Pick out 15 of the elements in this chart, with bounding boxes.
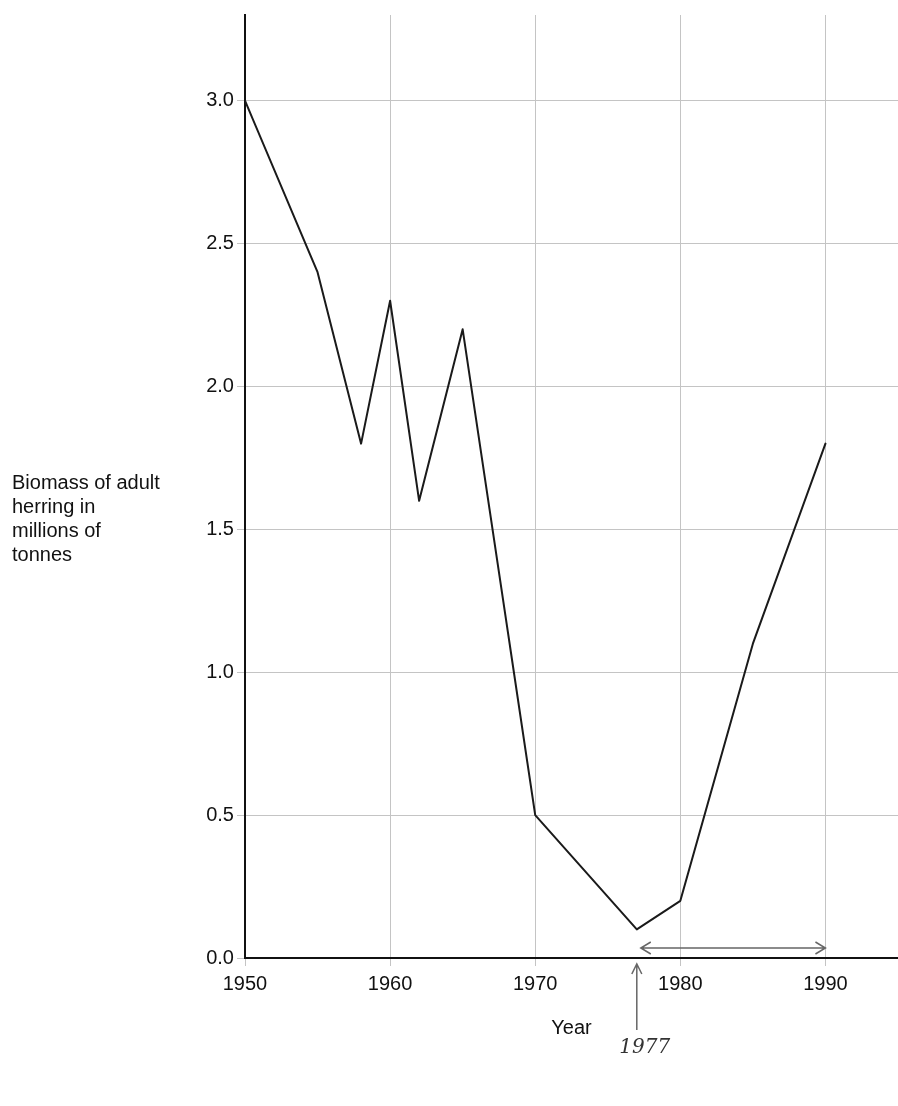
y-tick-label: 0.0 bbox=[206, 945, 234, 968]
x-tick-label: 1950 bbox=[222, 971, 268, 994]
y-axis-title: Biomass of adult herring in millions of tonnes bbox=[12, 470, 161, 566]
y-tick-label: 0.5 bbox=[206, 802, 234, 825]
x-axis-title: Year bbox=[551, 1015, 593, 1038]
x-tick-label: 1960 bbox=[367, 971, 413, 994]
x-tick-label: 1980 bbox=[658, 971, 703, 994]
x-tick-label: 1990 bbox=[803, 971, 848, 994]
y-tick-label: 3.0 bbox=[206, 88, 234, 111]
y-tick-label: 1.5 bbox=[206, 516, 234, 539]
x-tick-label: 1970 bbox=[512, 971, 558, 994]
text: 1977 bbox=[619, 1034, 671, 1059]
y-tick-label: 2.0 bbox=[206, 374, 234, 396]
y-tick-label: 1.0 bbox=[206, 659, 234, 682]
y-tick-label: 2.5 bbox=[206, 231, 234, 254]
